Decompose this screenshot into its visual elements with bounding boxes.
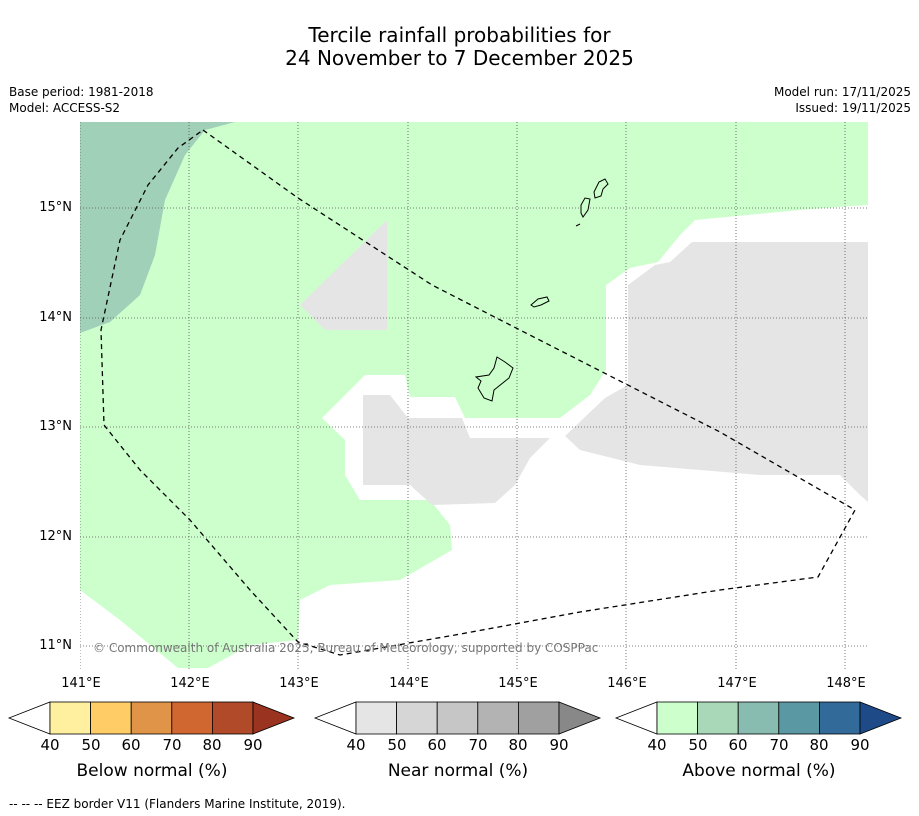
above-tick-80: 80 bbox=[809, 736, 829, 754]
eez-footnote: -- -- -- EEZ border V11 (Flanders Marine… bbox=[9, 797, 346, 811]
map-title-line2: 24 November to 7 December 2025 bbox=[285, 46, 634, 70]
above-normal-colorbar bbox=[614, 701, 903, 735]
below-normal-colorbar bbox=[7, 701, 296, 735]
below-colorbar-box bbox=[90, 701, 132, 735]
above-colorbar-box bbox=[656, 701, 698, 735]
below-colorbar-box bbox=[130, 701, 173, 735]
near-tick-90: 90 bbox=[549, 736, 569, 754]
near-normal-region-central bbox=[363, 395, 550, 505]
near-normal-colorbar bbox=[313, 701, 602, 735]
lon-label-147e: 147°E bbox=[717, 676, 757, 691]
above-normal-40-region bbox=[80, 122, 868, 668]
saipan-island bbox=[593, 178, 609, 199]
eez-border-line bbox=[100, 129, 856, 656]
above-colorbar-box bbox=[697, 701, 739, 735]
near-tick-50: 50 bbox=[387, 736, 407, 754]
lon-label-142e: 142°E bbox=[170, 676, 210, 691]
below-tick-70: 70 bbox=[162, 736, 182, 754]
below-colorbar-under-triangle bbox=[7, 701, 51, 735]
islands bbox=[474, 178, 609, 402]
above-colorbar-box bbox=[818, 701, 861, 735]
rainfall-map bbox=[80, 122, 868, 669]
near-normal-region-east bbox=[565, 242, 868, 502]
map-title-line1: Tercile rainfall probabilities for bbox=[308, 23, 611, 47]
near-colorbar-box bbox=[396, 701, 438, 735]
near-colorbar-over-triangle bbox=[558, 701, 602, 735]
above-colorbar-under-triangle bbox=[614, 701, 658, 735]
near-tick-80: 80 bbox=[508, 736, 528, 754]
tinian-island bbox=[580, 197, 591, 218]
near-normal-region-far-east bbox=[822, 346, 868, 375]
lon-label-145e: 145°E bbox=[498, 676, 538, 691]
above-tick-50: 50 bbox=[688, 736, 708, 754]
lat-label-13n: 13°N bbox=[39, 419, 72, 434]
aguijan-island bbox=[575, 223, 581, 227]
near-colorbar-box bbox=[436, 701, 479, 735]
near-colorbar-box bbox=[477, 701, 519, 735]
above-tick-90: 90 bbox=[850, 736, 870, 754]
lat-label-12n: 12°N bbox=[39, 529, 72, 544]
below-tick-40: 40 bbox=[40, 736, 60, 754]
guam-island bbox=[474, 356, 514, 402]
copyright-text: © Commonwealth of Australia 2025, Bureau… bbox=[93, 641, 599, 655]
lon-label-144e: 144°E bbox=[389, 676, 429, 691]
near-normal-label: Near normal (%) bbox=[387, 761, 529, 781]
below-colorbar-over-triangle bbox=[252, 701, 296, 735]
lat-label-11n: 11°N bbox=[39, 638, 72, 653]
near-colorbar-box bbox=[355, 701, 397, 735]
rota-island bbox=[530, 296, 550, 308]
near-tick-40: 40 bbox=[346, 736, 366, 754]
below-tick-80: 80 bbox=[202, 736, 222, 754]
graticule bbox=[80, 122, 868, 669]
issued-text: Issued: 19/11/2025 bbox=[795, 101, 911, 115]
model-text: Model: ACCESS-S2 bbox=[9, 101, 121, 115]
lat-label-15n: 15°N bbox=[39, 200, 72, 215]
above-tick-60: 60 bbox=[728, 736, 748, 754]
above-colorbar-box bbox=[778, 701, 820, 735]
base-period-text: Base period: 1981-2018 bbox=[9, 85, 154, 99]
near-colorbar-box bbox=[517, 701, 560, 735]
near-normal-region-west bbox=[300, 220, 387, 330]
near-tick-70: 70 bbox=[468, 736, 488, 754]
above-colorbar-over-triangle bbox=[859, 701, 903, 735]
near-colorbar-under-triangle bbox=[313, 701, 357, 735]
above-tick-40: 40 bbox=[647, 736, 667, 754]
below-colorbar-box bbox=[211, 701, 254, 735]
above-colorbar-box bbox=[737, 701, 780, 735]
below-tick-90: 90 bbox=[243, 736, 263, 754]
above-normal-50-region bbox=[80, 122, 235, 333]
below-normal-label: Below normal (%) bbox=[76, 761, 228, 781]
lat-label-14n: 14°N bbox=[39, 310, 72, 325]
near-tick-60: 60 bbox=[427, 736, 447, 754]
below-colorbar-box bbox=[171, 701, 213, 735]
below-colorbar-box bbox=[49, 701, 91, 735]
lon-label-146e: 146°E bbox=[607, 676, 647, 691]
lon-label-148e: 148°E bbox=[826, 676, 866, 691]
below-tick-60: 60 bbox=[121, 736, 141, 754]
lon-label-143e: 143°E bbox=[279, 676, 319, 691]
above-tick-70: 70 bbox=[769, 736, 789, 754]
above-normal-label: Above normal (%) bbox=[682, 761, 836, 781]
model-run-text: Model run: 17/11/2025 bbox=[773, 85, 911, 99]
lon-label-141e: 141°E bbox=[61, 676, 101, 691]
below-tick-50: 50 bbox=[81, 736, 101, 754]
